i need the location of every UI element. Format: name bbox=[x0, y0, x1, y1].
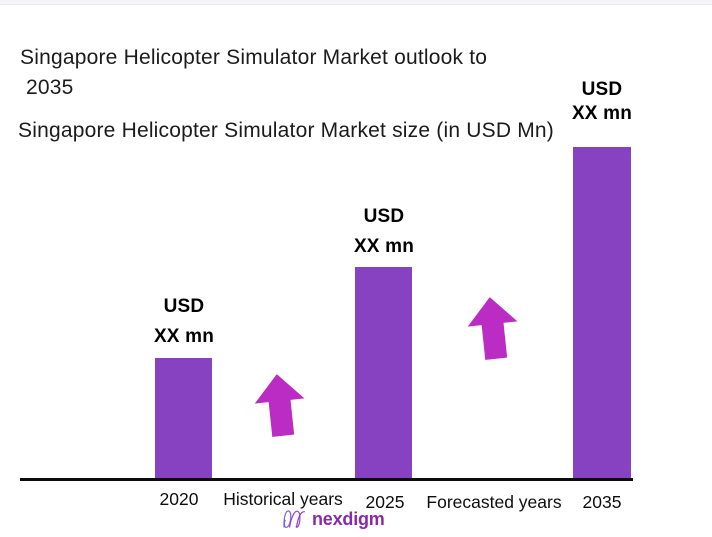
growth-arrow-icon-2 bbox=[467, 297, 518, 360]
top-divider bbox=[0, 0, 712, 5]
bar-value-label-2020: USD XX mn bbox=[124, 292, 244, 352]
page-title-line2: 2035 bbox=[26, 76, 74, 99]
x-tick-2020: 2020 bbox=[159, 489, 199, 509]
x-axis-line bbox=[20, 478, 633, 481]
period-label-historical: Historical years bbox=[223, 489, 343, 509]
bar-2020 bbox=[155, 358, 212, 478]
nexdigm-logo-text: nexdigm bbox=[312, 509, 385, 529]
bar-value-amount: XX mn bbox=[153, 326, 215, 347]
chart-title: Singapore Helicopter Simulator Market si… bbox=[18, 119, 554, 142]
bar-2025 bbox=[355, 267, 412, 478]
growth-arrow-icon-1 bbox=[254, 374, 305, 437]
bar-value-usd: USD bbox=[363, 206, 405, 227]
bar-value-amount: XX mn bbox=[571, 103, 633, 124]
page-title-line1: Singapore Helicopter Simulator Market ou… bbox=[20, 46, 488, 69]
bar-2035 bbox=[573, 147, 631, 478]
x-tick-2035: 2035 bbox=[582, 492, 622, 512]
nexdigm-logo-icon bbox=[283, 510, 305, 528]
bar-value-usd: USD bbox=[581, 79, 623, 100]
bar-value-label-2025: USD XX mn bbox=[324, 202, 444, 262]
bar-value-usd: USD bbox=[163, 296, 205, 317]
x-tick-2025: 2025 bbox=[365, 492, 405, 512]
page-title: Singapore Helicopter Simulator Market ou… bbox=[20, 43, 600, 103]
bar-value-label-2035: USD XX mn bbox=[542, 78, 662, 126]
bar-value-amount: XX mn bbox=[353, 236, 415, 257]
period-label-forecasted: Forecasted years bbox=[426, 492, 562, 512]
